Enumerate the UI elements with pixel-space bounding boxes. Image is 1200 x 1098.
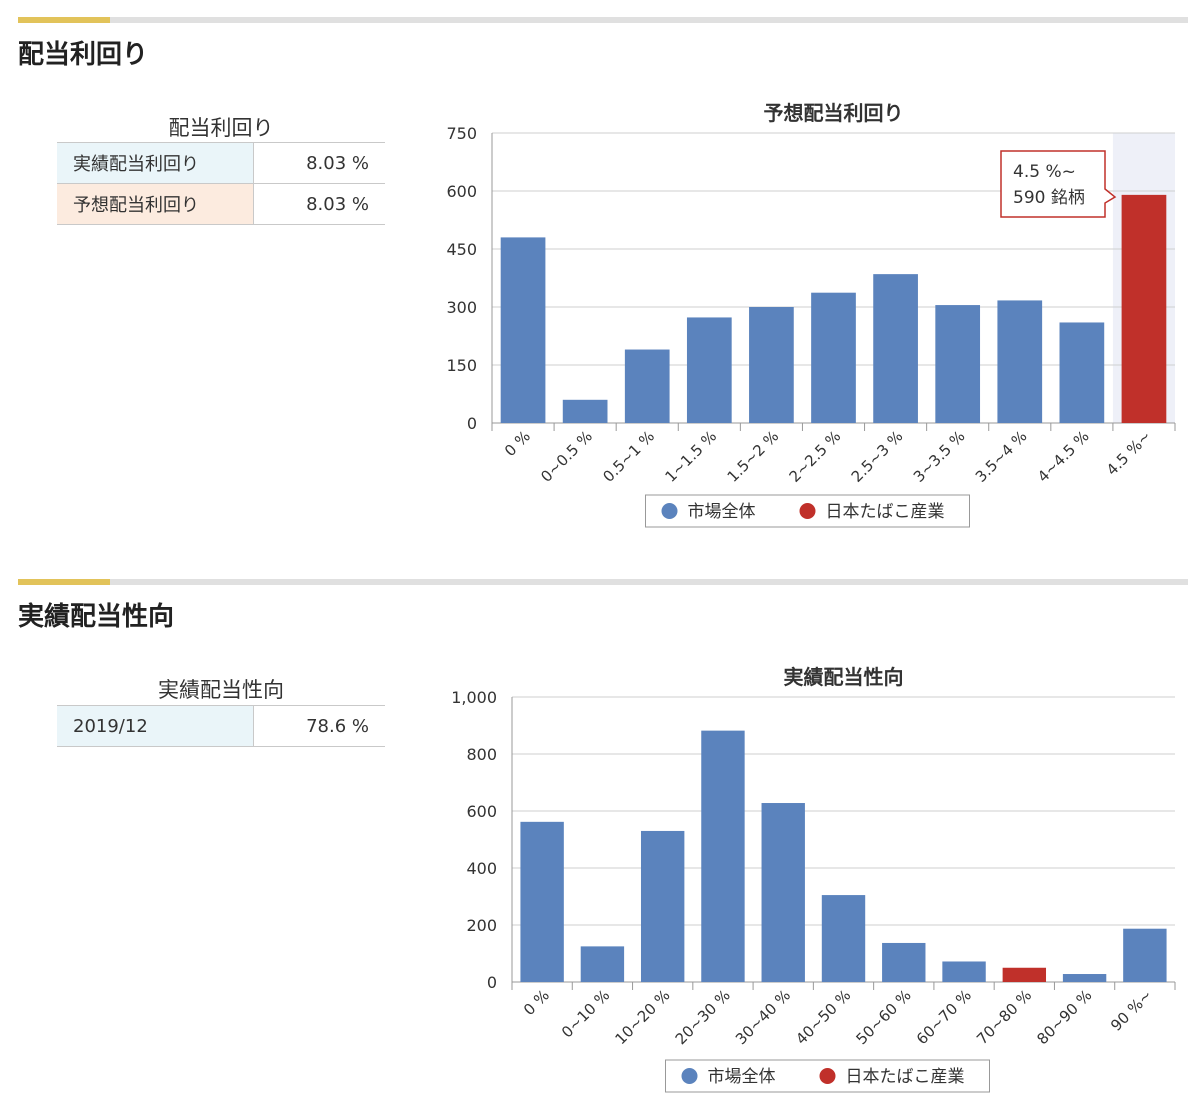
payout-ratio-chart: 実績配当性向 0 200 400 600 800 1,000 0 % 0~10 %10~20 %… <box>451 665 1176 1093</box>
bar <box>942 961 986 982</box>
legend: 市場全体 日本たばこ産業 <box>665 1059 990 1093</box>
bar <box>761 803 805 982</box>
section-divider <box>18 579 1188 585</box>
yield-table-caption: 配当利回り <box>168 116 274 140</box>
payout-ratio-section: 実績配当性向 実績配当性向 2019/12 78.6 % 実績配当性向 0 200 4… <box>0 560 1200 1098</box>
bar <box>562 399 608 423</box>
forecast-yield-chart: 予想配当利回り 0 150 300 450 600 750 0 % 0~0.5 % 0.5~1 %… <box>446 101 1176 528</box>
x-tick-label: 70~80 % <box>973 986 1035 1048</box>
y-tick-label: 600 <box>466 802 497 821</box>
legend-label-company: 日本たばこ産業 <box>846 1067 965 1087</box>
x-tick-label: 0 % <box>501 427 534 460</box>
section-divider-accent <box>18 579 110 585</box>
tooltip: 4.5 %~ 590 銘柄 <box>1000 150 1117 218</box>
legend-marker-company <box>819 1068 836 1084</box>
legend-label-company: 日本たばこ産業 <box>826 502 945 522</box>
x-tick-label: 0~10 % <box>558 986 613 1041</box>
actual-yield-label: 実績配当利回り <box>57 142 254 184</box>
legend-label-market: 市場全体 <box>688 502 756 522</box>
table-row: 実績配当利回り 8.03 % <box>57 142 385 184</box>
bar <box>686 317 732 423</box>
y-tick-label: 300 <box>446 298 477 317</box>
payout-ratio-value: 78.6 % <box>253 705 385 747</box>
y-tick-label: 0 <box>467 414 477 433</box>
y-tick-label: 800 <box>466 745 497 764</box>
y-tick-label: 150 <box>446 356 477 375</box>
legend-marker-market <box>681 1068 698 1084</box>
yield-table: 実績配当利回り 8.03 % 予想配当利回り 8.03 % <box>57 142 385 225</box>
bar <box>935 305 981 423</box>
x-tick-label: 3~3.5 % <box>910 427 969 486</box>
y-tick-label: 200 <box>466 916 497 935</box>
bar <box>1059 322 1105 423</box>
bar <box>811 292 856 423</box>
table-row: 予想配当利回り 8.03 % <box>57 183 385 225</box>
bar <box>821 895 866 982</box>
payout-table-caption: 実績配当性向 <box>158 678 284 702</box>
y-tick-label: 750 <box>446 124 477 143</box>
x-tick-label: 1.5~2 % <box>724 427 783 486</box>
section-divider <box>18 17 1188 23</box>
bar <box>500 237 546 423</box>
x-tick-label: 4~4.5 % <box>1034 427 1093 486</box>
forecast-yield-value: 8.03 % <box>253 183 385 225</box>
x-tick-label: 2.5~3 % <box>848 427 907 486</box>
bar <box>873 274 918 423</box>
legend-marker-market <box>661 503 678 519</box>
bar <box>520 821 564 982</box>
x-tick-label: 0 % <box>520 986 553 1019</box>
x-tick-label: 0.5~1 % <box>599 427 658 486</box>
y-tick-label: 600 <box>446 182 477 201</box>
forecast-yield-label: 予想配当利回り <box>57 183 254 225</box>
payout-period-label: 2019/12 <box>57 705 254 747</box>
y-tick-label: 400 <box>466 859 497 878</box>
section-heading: 実績配当性向 <box>18 602 175 632</box>
y-tick-label: 0 <box>487 973 497 992</box>
section-heading: 配当利回り <box>18 40 149 70</box>
x-tick-label: 20~30 % <box>672 986 734 1048</box>
legend: 市場全体 日本たばこ産業 <box>645 494 970 528</box>
y-tick-label: 450 <box>446 240 477 259</box>
bar <box>580 946 625 982</box>
bar <box>1121 194 1167 423</box>
x-tick-label: 50~60 % <box>853 986 915 1048</box>
bar <box>882 942 926 982</box>
tooltip-count: 590 銘柄 <box>1013 188 1085 208</box>
payout-table: 2019/12 78.6 % <box>57 705 385 747</box>
chart-title: 実績配当性向 <box>784 665 904 689</box>
chart-title: 予想配当利回り <box>764 101 904 125</box>
tooltip-box <box>1000 150 1117 218</box>
x-tick-label: 80~90 % <box>1033 986 1095 1048</box>
bar <box>997 300 1043 423</box>
bar <box>1123 928 1167 982</box>
bar <box>624 349 670 423</box>
x-tick-label: 60~70 % <box>913 986 975 1048</box>
bar <box>1002 967 1047 982</box>
section-divider-accent <box>18 17 110 23</box>
x-tick-label: 30~40 % <box>732 986 794 1048</box>
bar <box>749 307 794 423</box>
x-tick-label: 90 %~ <box>1107 986 1156 1035</box>
legend-marker-company <box>799 503 816 519</box>
x-tick-label: 0~0.5 % <box>537 427 596 486</box>
x-tick-label: 4.5 %~ <box>1103 427 1155 479</box>
x-tick-label: 2~2.5 % <box>786 427 845 486</box>
bar <box>701 730 745 982</box>
y-tick-label: 1,000 <box>451 688 497 707</box>
x-tick-label: 1~1.5 % <box>661 427 720 486</box>
dividend-yield-section: 配当利回り 配当利回り 実績配当利回り 8.03 % 予想配当利回り 8.03 … <box>18 17 1188 528</box>
tooltip-category: 4.5 %~ <box>1013 162 1076 182</box>
legend-label-market: 市場全体 <box>708 1067 776 1087</box>
x-tick-label: 3.5~4 % <box>972 427 1031 486</box>
x-tick-label: 40~50 % <box>792 986 854 1048</box>
actual-yield-value: 8.03 % <box>253 142 385 184</box>
x-tick-label: 10~20 % <box>611 986 673 1048</box>
table-row: 2019/12 78.6 % <box>57 705 385 747</box>
bar <box>1062 974 1107 982</box>
bar <box>640 830 685 982</box>
